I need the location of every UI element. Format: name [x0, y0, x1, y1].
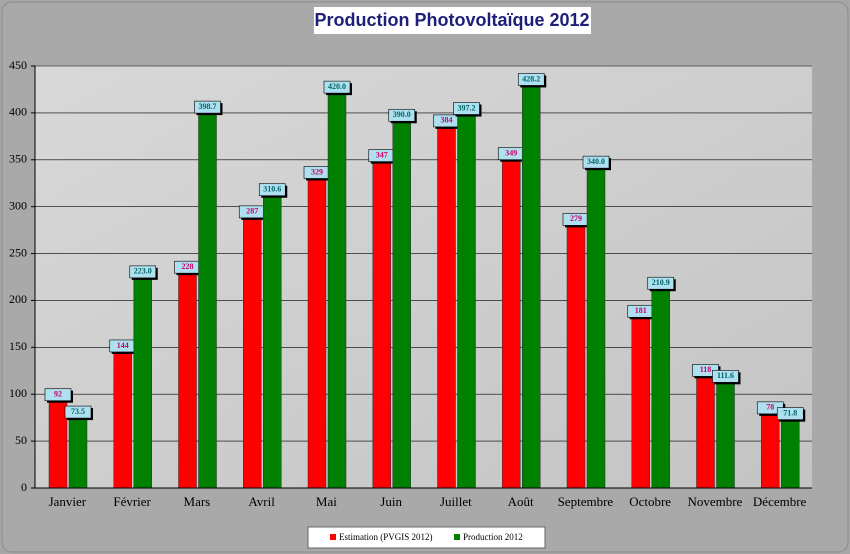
- legend-swatch: [454, 534, 460, 540]
- y-tick-label: 100: [9, 386, 27, 400]
- value-label: 329: [311, 167, 323, 176]
- value-label: 340.0: [587, 157, 605, 166]
- bar: [307, 179, 327, 489]
- y-tick-label: 350: [9, 152, 27, 166]
- value-label: 397.2: [458, 103, 476, 112]
- value-label: 398.7: [199, 102, 217, 111]
- value-label-box: [582, 155, 610, 169]
- value-label: 223.0: [134, 267, 152, 276]
- y-tick-label: 200: [9, 292, 27, 306]
- bar: [716, 383, 735, 489]
- x-tick-label: Février: [113, 494, 151, 509]
- bar: [178, 273, 197, 489]
- title-box: [314, 7, 591, 34]
- value-label: 287: [246, 207, 258, 216]
- y-tick-label: 50: [15, 433, 27, 447]
- value-label: 347: [376, 150, 388, 159]
- value-label: 210.9: [652, 278, 670, 287]
- x-tick-label: Décembre: [753, 494, 807, 509]
- value-label: 279: [570, 214, 582, 223]
- bar: [696, 377, 715, 489]
- y-tick-label: 450: [9, 58, 27, 72]
- value-label-box: [194, 100, 221, 114]
- x-tick-label: Janvier: [49, 494, 87, 509]
- bar: [113, 352, 132, 489]
- legend-label: Estimation (PVGIS 2012): [339, 532, 433, 542]
- value-label-box: [44, 388, 72, 402]
- bar: [133, 278, 152, 489]
- bar: [457, 115, 476, 489]
- value-label-box: [64, 405, 92, 419]
- bar: [198, 113, 217, 489]
- legend: [307, 526, 546, 549]
- value-label-box: [323, 80, 351, 94]
- bar: [372, 162, 391, 489]
- bar: [502, 160, 521, 489]
- bar: [586, 168, 606, 489]
- plot-area: [35, 66, 812, 488]
- value-label: 71.8: [783, 408, 797, 417]
- value-label: 384: [441, 116, 453, 125]
- value-label: 349: [505, 149, 517, 158]
- x-tick-label: Septembre: [558, 494, 614, 509]
- y-tick-label: 400: [9, 105, 27, 119]
- bar: [263, 196, 282, 489]
- x-tick-label: Juillet: [440, 494, 472, 509]
- bar: [48, 401, 68, 489]
- bar: [651, 289, 670, 489]
- bar: [68, 418, 88, 489]
- value-label: 310.6: [263, 185, 281, 194]
- value-label-box: [129, 265, 157, 279]
- bar: [327, 93, 347, 489]
- value-label: 428.2: [522, 74, 540, 83]
- bar: [781, 420, 800, 489]
- bar: [566, 226, 586, 489]
- value-label: 118: [700, 365, 712, 374]
- value-label-box: [388, 108, 416, 122]
- value-label: 144: [117, 341, 129, 350]
- legend-swatch: [330, 534, 336, 540]
- y-tick-label: 300: [9, 198, 27, 212]
- x-tick-label: Juin: [380, 494, 402, 509]
- bar: [631, 318, 650, 489]
- x-tick-label: Octobre: [629, 494, 671, 509]
- value-label-box: [258, 183, 286, 197]
- x-tick-label: Avril: [248, 494, 275, 509]
- y-tick-label: 0: [21, 480, 27, 494]
- value-label-box: [776, 407, 804, 420]
- x-tick-label: Mars: [184, 494, 211, 509]
- value-label: 420.0: [328, 82, 346, 91]
- x-tick-label: Mai: [316, 494, 337, 509]
- value-label-box: [712, 370, 739, 383]
- legend-label: Production 2012: [463, 532, 523, 542]
- value-label-box: [517, 73, 545, 86]
- value-label-box: [647, 276, 675, 290]
- y-tick-label: 150: [9, 339, 27, 353]
- bar: [761, 414, 780, 489]
- value-label: 390.0: [393, 110, 411, 119]
- value-label-box: [453, 102, 480, 115]
- bar: [243, 218, 262, 489]
- value-label: 111.6: [717, 371, 734, 380]
- x-tick-label: Novembre: [687, 494, 742, 509]
- value-label: 181: [635, 306, 647, 315]
- value-label: 73.5: [71, 407, 85, 416]
- value-label: 228: [182, 262, 194, 271]
- plot-layer: 0 50 100 150 200 250 300 350 400 450 Janvier 92 73.5…: [9, 58, 812, 509]
- value-label: 92: [54, 390, 62, 399]
- value-label: 78: [766, 403, 774, 412]
- bar: [522, 86, 541, 489]
- bar: [392, 122, 411, 489]
- x-tick-label: Août: [508, 494, 534, 509]
- y-tick-label: 250: [9, 245, 27, 259]
- chart-title: Production Photovoltaïque 2012: [314, 10, 589, 30]
- bar: [437, 127, 456, 489]
